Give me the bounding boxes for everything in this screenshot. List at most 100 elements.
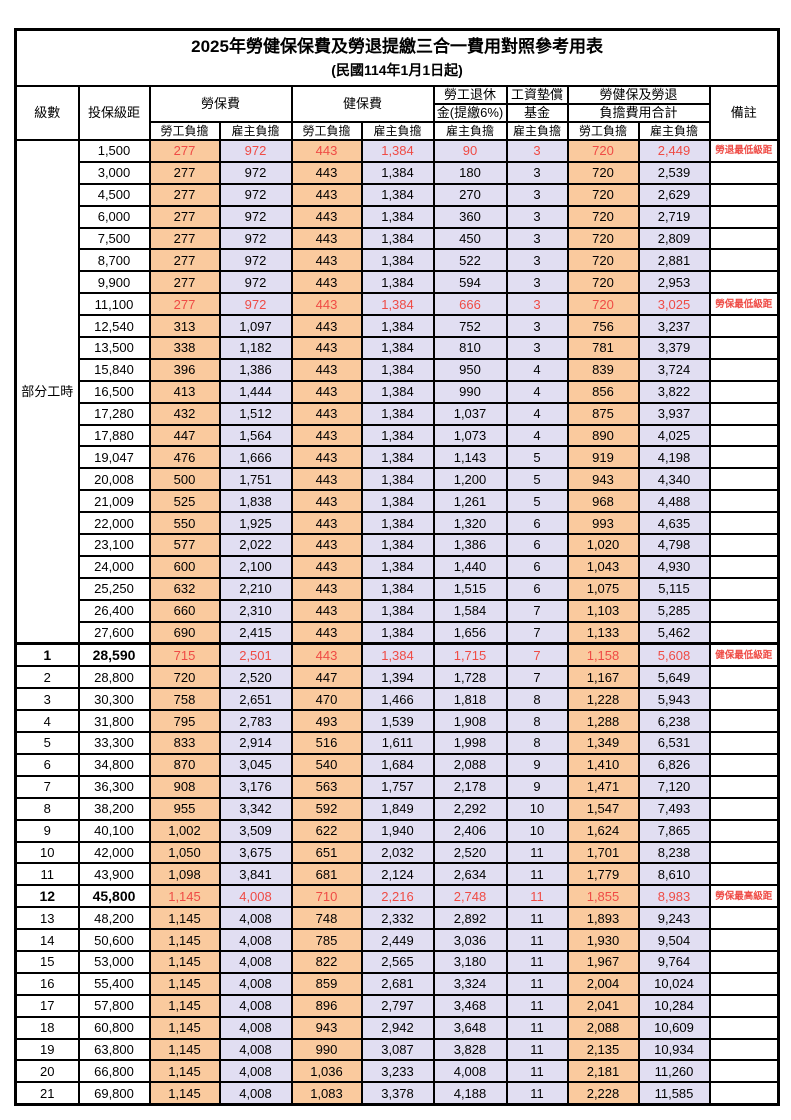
cell-bracket: 57,800 bbox=[77, 993, 151, 1018]
cell-li_er: 4,008 bbox=[218, 971, 293, 996]
cell-remark bbox=[708, 862, 780, 887]
cell-li_er: 2,210 bbox=[218, 576, 293, 601]
header-row-3: 勞工負擔 雇主負擔 勞工負擔 雇主負擔 雇主負擔 雇主負擔 勞工負擔 雇主負擔 bbox=[16, 121, 779, 141]
subheader-labor-employee: 勞工負擔 bbox=[148, 121, 221, 141]
cell-li_emp: 833 bbox=[148, 731, 221, 755]
cell-fund: 11 bbox=[505, 862, 569, 887]
cell-hi_er: 1,384 bbox=[360, 204, 435, 229]
cell-li_er: 972 bbox=[218, 292, 293, 317]
table-row: 13 48,200 1,145 4,008 748 2,332 2,892 11 1,893 9,… bbox=[14, 906, 780, 931]
cell-li_er: 3,509 bbox=[218, 818, 293, 843]
cell-fund: 11 bbox=[505, 884, 569, 909]
cell-hi_er: 1,384 bbox=[360, 620, 435, 646]
cell-hi_er: 2,032 bbox=[360, 840, 435, 865]
subheader-health-employee: 勞工負擔 bbox=[290, 121, 363, 141]
table-row: 15,840 396 1,386 443 1,384 950 4 839 3,724 bbox=[16, 357, 780, 382]
cell-hi_er: 2,124 bbox=[360, 862, 435, 887]
cell-bracket: 60,800 bbox=[77, 1015, 151, 1040]
table-row: 16 55,400 1,145 4,008 859 2,681 3,324 11 2,004 10… bbox=[14, 971, 780, 996]
cell-remark bbox=[708, 1081, 780, 1106]
table-row: 17,280 432 1,512 443 1,384 1,037 4 875 3,937 bbox=[16, 401, 780, 426]
cell-tot_emp: 720 bbox=[566, 226, 640, 251]
cell-tot_er: 2,539 bbox=[637, 160, 711, 185]
cell-hi_er: 1,684 bbox=[360, 752, 435, 777]
cell-level: 7 bbox=[14, 774, 80, 799]
cell-fund: 4 bbox=[505, 401, 569, 426]
cell-li_emp: 1,145 bbox=[148, 1037, 221, 1062]
cell-tot_emp: 1,075 bbox=[566, 576, 640, 601]
cell-fund: 7 bbox=[505, 598, 569, 623]
cell-tot_emp: 1,410 bbox=[566, 752, 640, 777]
cell-remark bbox=[708, 598, 780, 623]
cell-li_er: 2,022 bbox=[218, 533, 293, 557]
cell-li_er: 1,444 bbox=[218, 379, 293, 404]
cell-hi_emp: 1,083 bbox=[290, 1081, 363, 1106]
cell-tot_er: 3,237 bbox=[637, 314, 711, 339]
cell-li_emp: 413 bbox=[148, 379, 221, 404]
cell-tot_er: 3,025 bbox=[637, 292, 711, 317]
cell-hi_er: 2,332 bbox=[360, 906, 435, 931]
cell-hi_er: 1,384 bbox=[360, 357, 435, 382]
cell-fund: 6 bbox=[505, 554, 569, 579]
cell-hi_emp: 622 bbox=[290, 818, 363, 843]
cell-hi_er: 1,849 bbox=[360, 796, 435, 821]
cell-remark bbox=[708, 401, 780, 426]
cell-remark bbox=[708, 248, 780, 273]
cell-li_er: 1,751 bbox=[218, 467, 293, 492]
cell-li_er: 4,008 bbox=[218, 906, 293, 931]
cell-hi_emp: 443 bbox=[290, 336, 363, 360]
cell-pension: 1,715 bbox=[432, 642, 508, 668]
cell-bracket: 66,800 bbox=[77, 1059, 151, 1084]
cell-li_er: 4,008 bbox=[218, 1015, 293, 1040]
cell-tot_er: 4,635 bbox=[637, 511, 711, 536]
cell-tot_emp: 720 bbox=[566, 270, 640, 295]
cell-level: 18 bbox=[14, 1015, 80, 1040]
cell-fund: 10 bbox=[505, 796, 569, 821]
cell-li_er: 972 bbox=[218, 270, 293, 295]
cell-pension: 752 bbox=[432, 314, 508, 339]
col-header-wage-fund-line1: 工資墊償 bbox=[505, 85, 569, 105]
cell-fund: 4 bbox=[505, 379, 569, 404]
cell-pension: 3,648 bbox=[432, 1015, 508, 1040]
cell-li_er: 4,008 bbox=[218, 1037, 293, 1062]
cell-pension: 2,748 bbox=[432, 884, 508, 909]
cell-tot_er: 10,284 bbox=[637, 993, 711, 1018]
cell-bracket: 1,500 bbox=[77, 139, 151, 163]
title-block: 2025年勞健保保費及勞退提繳三合一費用對照參考用表 (民國114年1月1日起) bbox=[14, 28, 780, 87]
cell-li_er: 972 bbox=[218, 204, 293, 229]
cell-level: 3 bbox=[14, 687, 80, 712]
cell-bracket: 22,000 bbox=[77, 511, 151, 536]
cell-li_emp: 1,145 bbox=[148, 928, 221, 952]
cell-pension: 1,998 bbox=[432, 731, 508, 755]
cell-hi_er: 1,940 bbox=[360, 818, 435, 843]
cell-li_emp: 313 bbox=[148, 314, 221, 339]
cell-hi_er: 1,384 bbox=[360, 467, 435, 492]
cell-level: 6 bbox=[14, 752, 80, 777]
cell-fund: 5 bbox=[505, 467, 569, 492]
cell-hi_er: 2,449 bbox=[360, 928, 435, 952]
table-row: 7,500 277 972 443 1,384 450 3 720 2,809 bbox=[16, 226, 780, 251]
cell-pension: 1,440 bbox=[432, 554, 508, 579]
cell-li_emp: 577 bbox=[148, 533, 221, 557]
cell-tot_er: 10,024 bbox=[637, 971, 711, 996]
cell-hi_emp: 443 bbox=[290, 292, 363, 317]
cell-tot_emp: 1,228 bbox=[566, 687, 640, 712]
cell-level: 8 bbox=[14, 796, 80, 821]
table-header: 2025年勞健保保費及勞退提繳三合一費用對照參考用表 (民國114年1月1日起)… bbox=[14, 28, 780, 141]
cell-pension: 950 bbox=[432, 357, 508, 382]
cell-tot_emp: 943 bbox=[566, 467, 640, 492]
cell-tot_er: 7,120 bbox=[637, 774, 711, 799]
cell-hi_emp: 896 bbox=[290, 993, 363, 1018]
cell-fund: 3 bbox=[505, 314, 569, 339]
cell-fund: 6 bbox=[505, 576, 569, 601]
cell-hi_emp: 443 bbox=[290, 576, 363, 601]
cell-li_er: 2,100 bbox=[218, 554, 293, 579]
cell-pension: 3,468 bbox=[432, 993, 508, 1018]
cell-tot_emp: 756 bbox=[566, 314, 640, 339]
cell-remark: 勞保最低級距 bbox=[708, 292, 780, 317]
cell-bracket: 21,009 bbox=[77, 489, 151, 514]
cell-bracket: 17,880 bbox=[77, 423, 151, 448]
cell-remark bbox=[708, 665, 780, 690]
cell-fund: 3 bbox=[505, 336, 569, 360]
